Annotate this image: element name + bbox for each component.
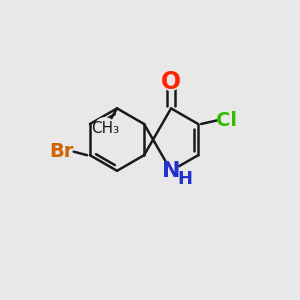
Circle shape — [218, 112, 236, 129]
Text: CH₃: CH₃ — [91, 121, 119, 136]
Circle shape — [162, 73, 180, 91]
Text: Cl: Cl — [216, 111, 237, 130]
Text: N: N — [162, 161, 180, 181]
Circle shape — [52, 142, 72, 162]
Text: Br: Br — [50, 142, 74, 161]
Text: O: O — [161, 70, 181, 94]
Text: H: H — [178, 170, 193, 188]
Circle shape — [94, 117, 116, 140]
Circle shape — [163, 163, 179, 179]
